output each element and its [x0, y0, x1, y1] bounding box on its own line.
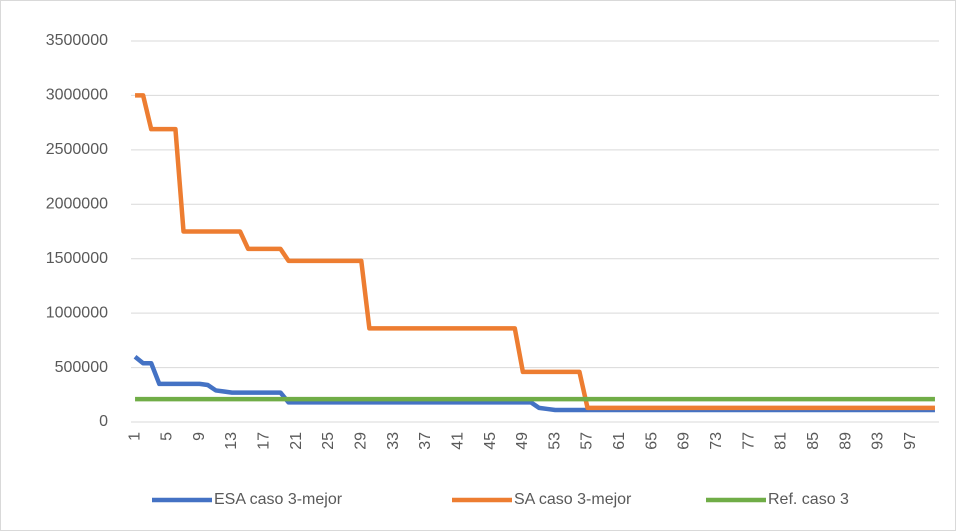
x-tick-label: 1 — [126, 432, 143, 441]
y-tick-label: 1500000 — [46, 250, 108, 267]
y-tick-label: 2500000 — [46, 141, 108, 158]
x-tick-label: 49 — [514, 432, 531, 450]
y-tick-label: 1000000 — [46, 304, 108, 321]
legend-label: Ref. caso 3 — [768, 491, 849, 508]
x-tick-label: 85 — [805, 432, 822, 450]
x-tick-label: 9 — [191, 432, 208, 441]
y-tick-label: 3500000 — [46, 32, 108, 49]
x-tick-label: 25 — [320, 432, 337, 450]
x-tick-label: 29 — [352, 432, 369, 450]
y-tick-label: 500000 — [55, 359, 108, 376]
x-tick-label: 5 — [159, 432, 176, 441]
series-line — [135, 93, 935, 411]
x-tick-label: 57 — [579, 432, 596, 450]
x-tick-label: 93 — [870, 432, 887, 450]
x-tick-label: 65 — [643, 432, 660, 450]
x-tick-label: 21 — [288, 432, 305, 450]
x-tick-label: 77 — [740, 432, 757, 450]
y-tick-label: 0 — [99, 413, 108, 430]
x-tick-label: 97 — [902, 432, 919, 450]
legend-label: SA caso 3-mejor — [514, 491, 632, 508]
x-tick-label: 61 — [611, 432, 628, 450]
x-tick-label: 37 — [417, 432, 434, 450]
x-tick-label: 89 — [837, 432, 854, 450]
x-tick-label: 73 — [708, 432, 725, 450]
x-tick-label: 13 — [223, 432, 240, 450]
x-tick-label: 81 — [773, 432, 790, 450]
x-tick-label: 17 — [256, 432, 273, 450]
x-tick-label: 41 — [449, 432, 466, 450]
y-tick-label: 3000000 — [46, 87, 108, 104]
x-tick-label: 45 — [482, 432, 499, 450]
legend-label: ESA caso 3-mejor — [214, 491, 343, 508]
y-tick-label: 2000000 — [46, 196, 108, 213]
x-tick-label: 53 — [546, 432, 563, 450]
x-tick-label: 69 — [676, 432, 693, 450]
x-tick-label: 33 — [385, 432, 402, 450]
